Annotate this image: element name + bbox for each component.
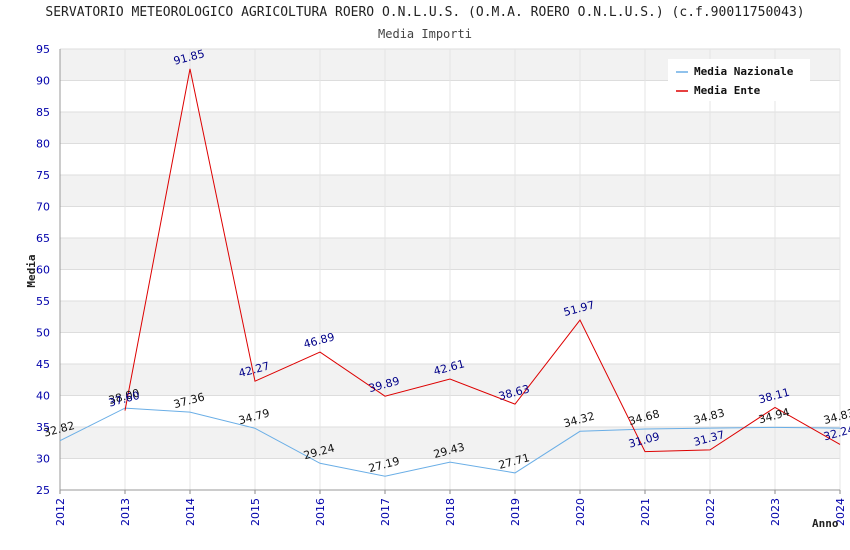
y-tick-label: 35	[36, 421, 50, 434]
legend-label-media-nazionale: Media Nazionale	[694, 65, 794, 78]
legend: Media Nazionale Media Ente	[668, 59, 810, 101]
y-tick-label: 55	[36, 295, 50, 308]
axes	[59, 49, 840, 491]
x-tick-label: 2017	[379, 498, 392, 526]
series-lines	[59, 68, 841, 477]
legend-label-media-ente: Media Ente	[694, 84, 761, 97]
y-tick-label: 70	[36, 201, 50, 214]
chart-title: SERVATORIO METEOROLOGICO AGRICOLTURA ROE…	[45, 5, 805, 20]
y-tick-label: 50	[36, 327, 50, 340]
grid-lines	[59, 48, 841, 494]
x-axis-label: Anno	[812, 517, 839, 530]
x-tick-label: 2014	[184, 498, 197, 526]
x-tick-label: 2024	[834, 498, 847, 526]
y-tick-label: 80	[36, 138, 50, 151]
y-tick-label: 65	[36, 232, 50, 245]
series-line-media-nazionale	[59, 407, 841, 477]
x-tick-label: 2019	[509, 498, 522, 526]
series-line-media-ente	[124, 68, 841, 453]
y-tick-label: 75	[36, 169, 50, 182]
chart-subtitle: Media Importi	[378, 27, 472, 41]
y-axis-label: Media	[25, 254, 38, 287]
y-tick-label: 90	[36, 75, 50, 88]
y-tick-label: 85	[36, 106, 50, 119]
x-tick-label: 2022	[704, 498, 717, 526]
y-tick-label: 30	[36, 453, 50, 466]
x-tick-label: 2015	[249, 498, 262, 526]
x-tick-label: 2013	[119, 498, 132, 526]
y-tick-label: 45	[36, 358, 50, 371]
x-tick-label: 2018	[444, 498, 457, 526]
x-tick-labels: 2012 2013 2014 2015 2016 2017 2018 2019 2020 2021…	[54, 498, 847, 526]
y-tick-label: 95	[36, 43, 50, 56]
y-tick-label: 60	[36, 264, 50, 277]
x-tick-label: 2020	[574, 498, 587, 526]
x-tick-label: 2016	[314, 498, 327, 526]
y-tick-label: 25	[36, 484, 50, 497]
legend-background	[668, 59, 810, 101]
x-tick-label: 2012	[54, 498, 67, 526]
y-tick-label: 40	[36, 390, 50, 403]
x-tick-label: 2021	[639, 498, 652, 526]
y-tick-labels: 25 30 35 40 45 50 55 60 65 70 75 80 85 90 95	[36, 43, 50, 497]
x-tick-label: 2023	[769, 498, 782, 526]
